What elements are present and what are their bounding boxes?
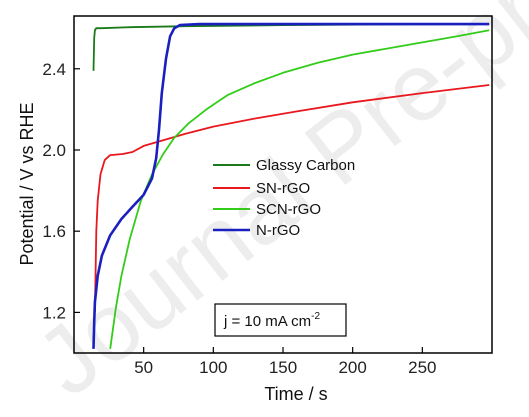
annotation-text: j = 10 mA cm-2 <box>223 311 320 330</box>
legend-label-n-rgo: N-rGO <box>256 222 300 239</box>
annotation-superscript: -2 <box>311 311 320 322</box>
y-tick-label: 1.6 <box>42 222 66 241</box>
legend-label-sn-rgo: SN-rGO <box>256 180 310 197</box>
x-tick-label: 100 <box>199 358 227 377</box>
x-axis-label: Time / s <box>264 384 327 404</box>
y-tick-label: 1.2 <box>42 303 66 322</box>
x-tick-label: 200 <box>338 358 366 377</box>
x-tick-label: 150 <box>269 358 297 377</box>
series-line-sn-rgo <box>94 84 490 313</box>
y-axis-label: Potential / V vs RHE <box>17 102 37 265</box>
legend-label-glassy-carbon: Glassy Carbon <box>256 157 355 174</box>
legend-label-scn-rgo: SCN-rGO <box>256 201 321 218</box>
series-line-n-rgo <box>92 22 490 349</box>
x-tick-label: 50 <box>134 358 153 377</box>
y-tick-label: 2.4 <box>42 60 66 79</box>
annotation-prefix: j = 10 mA cm <box>223 313 311 330</box>
x-tick-label: 250 <box>408 358 436 377</box>
current-density-annotation: j = 10 mA cm-2 <box>214 303 347 337</box>
tick-layer: 50 100 150 200 250 1.2 1.6 2.0 2.4 <box>42 60 436 377</box>
annotation-box <box>214 303 347 337</box>
series-line-scn-rgo <box>109 29 490 350</box>
series-layer <box>92 22 490 350</box>
y-tick-label: 2.0 <box>42 141 66 160</box>
legend: Glassy Carbon SN-rGO SCN-rGO N-rGO <box>213 157 355 239</box>
